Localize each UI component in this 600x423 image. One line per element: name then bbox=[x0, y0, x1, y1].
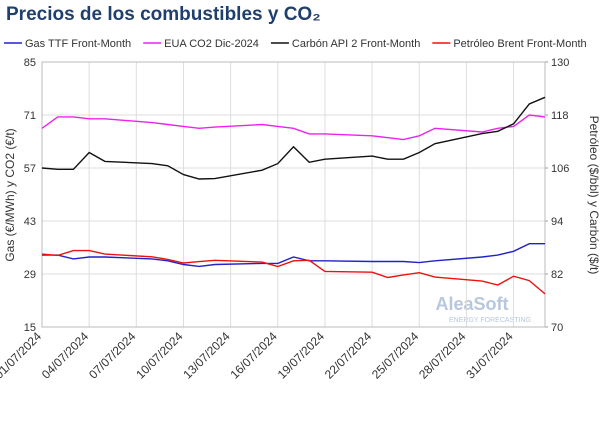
plot-frame bbox=[41, 61, 546, 328]
watermark: AleaSoft bbox=[435, 294, 508, 314]
chart-title: Precios de los combustibles y CO₂ bbox=[6, 4, 321, 25]
series-line bbox=[41, 114, 546, 141]
y2-tick-label: 94 bbox=[551, 216, 563, 228]
x-tick-label: 13/07/2024 bbox=[180, 329, 233, 382]
x-tick-label: 16/07/2024 bbox=[228, 329, 281, 382]
legend-label: EUA CO2 Dic-2024 bbox=[164, 38, 259, 50]
series-line bbox=[41, 96, 546, 180]
y-tick-label: 15 bbox=[24, 322, 36, 334]
x-tick-label: 19/07/2024 bbox=[275, 329, 328, 382]
y2-tick-label: 82 bbox=[551, 269, 563, 281]
x-tick-label: 10/07/2024 bbox=[133, 329, 186, 382]
y-tick-label: 43 bbox=[24, 216, 36, 228]
y2-axis-label: Petróleo ($/bbl) y Carbón ($/t) bbox=[587, 116, 600, 275]
x-tick-label: 31/07/2024 bbox=[463, 329, 516, 382]
x-tick-label: 04/07/2024 bbox=[39, 329, 92, 382]
legend-label: Petróleo Brent Front-Month bbox=[453, 38, 586, 50]
x-tick-label: 25/07/2024 bbox=[369, 329, 422, 382]
y2-tick-label: 130 bbox=[551, 57, 569, 69]
y-axis-label: Gas (€/MWh) y CO2 (€/t) bbox=[3, 128, 17, 261]
y2-tick-label: 106 bbox=[551, 163, 569, 175]
legend-label: Gas TTF Front-Month bbox=[25, 38, 131, 50]
legend-label: Carbón API 2 Front-Month bbox=[292, 38, 420, 50]
series-line bbox=[42, 242, 545, 268]
y2-tick-label: 70 bbox=[551, 322, 563, 334]
y2-tick-label: 118 bbox=[551, 110, 569, 122]
x-tick-label: 07/07/2024 bbox=[86, 329, 139, 382]
y-tick-label: 29 bbox=[24, 269, 36, 281]
watermark: ENERGY FORECASTING bbox=[449, 317, 531, 324]
x-tick-label: 22/07/2024 bbox=[322, 329, 375, 382]
y-tick-label: 71 bbox=[24, 110, 36, 122]
y-tick-label: 57 bbox=[24, 163, 36, 175]
y-tick-label: 85 bbox=[24, 57, 36, 69]
x-tick-label: 01/07/2024 bbox=[0, 329, 44, 382]
x-tick-label: 28/07/2024 bbox=[416, 329, 469, 382]
series-line bbox=[41, 249, 546, 295]
